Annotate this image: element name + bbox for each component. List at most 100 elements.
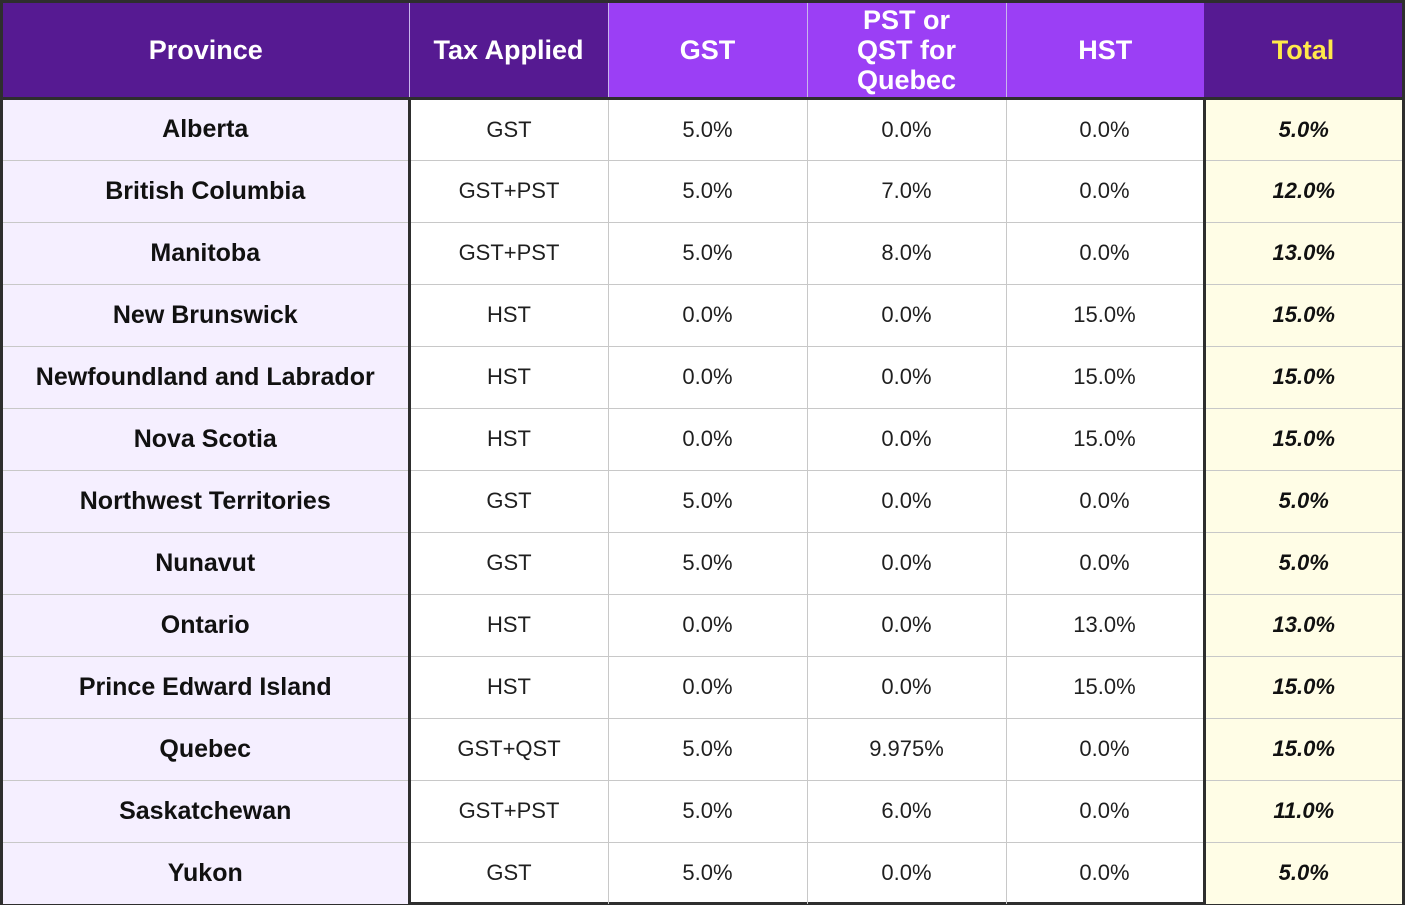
header-row: Province Tax Applied GST PST or QST for Que… (3, 3, 1402, 98)
cell-hst: 0.0% (1006, 532, 1204, 595)
cell-tax-applied: GST (409, 842, 609, 904)
cell-tax-applied: HST (409, 284, 609, 347)
cell-pst-qst: 0.0% (807, 346, 1007, 409)
cell-gst: 5.0% (608, 160, 808, 223)
cell-pst-qst: 0.0% (807, 98, 1007, 161)
cell-pst-qst: 0.0% (807, 532, 1007, 595)
cell-tax-applied: HST (409, 346, 609, 409)
cell-gst: 0.0% (608, 408, 808, 471)
cell-tax-applied: HST (409, 656, 609, 719)
cell-total: 13.0% (1202, 594, 1402, 657)
cell-pst-qst: 0.0% (807, 842, 1007, 904)
cell-total: 5.0% (1202, 98, 1402, 161)
cell-gst: 0.0% (608, 656, 808, 719)
cell-tax-applied: GST+QST (409, 718, 609, 781)
cell-province: Nunavut (3, 532, 411, 595)
table-row: Saskatchewan GST+PST 5.0% 6.0% 0.0% 11.0% (3, 780, 1402, 843)
table-row: British Columbia GST+PST 5.0% 7.0% 0.0% 12.0% (3, 160, 1402, 223)
cell-tax-applied: GST+PST (409, 780, 609, 843)
cell-province: Saskatchewan (3, 780, 411, 843)
cell-gst: 0.0% (608, 346, 808, 409)
table-body: Alberta GST 5.0% 0.0% 0.0% 5.0% British Columb… (3, 98, 1402, 904)
cell-total: 15.0% (1202, 718, 1402, 781)
table-row: Prince Edward Island HST 0.0% 0.0% 15.0% 15.0… (3, 656, 1402, 719)
cell-tax-applied: HST (409, 408, 609, 471)
cell-province: New Brunswick (3, 284, 411, 347)
table-row: Yukon GST 5.0% 0.0% 0.0% 5.0% (3, 842, 1402, 904)
cell-hst: 13.0% (1006, 594, 1204, 657)
header-total: Total (1204, 3, 1402, 98)
cell-hst: 0.0% (1006, 780, 1204, 843)
cell-total: 15.0% (1202, 408, 1402, 471)
cell-hst: 15.0% (1006, 656, 1204, 719)
header-hst: HST (1006, 3, 1204, 98)
cell-pst-qst: 0.0% (807, 470, 1007, 533)
cell-hst: 15.0% (1006, 284, 1204, 347)
cell-total: 15.0% (1202, 656, 1402, 719)
cell-total: 15.0% (1202, 346, 1402, 409)
cell-total: 5.0% (1202, 842, 1402, 904)
cell-total: 15.0% (1202, 284, 1402, 347)
cell-hst: 15.0% (1006, 408, 1204, 471)
cell-province: Newfoundland and Labrador (3, 346, 411, 409)
sales-tax-table: Province Tax Applied GST PST or QST for Que… (3, 3, 1402, 904)
cell-pst-qst: 9.975% (807, 718, 1007, 781)
cell-gst: 0.0% (608, 594, 808, 657)
table-row: Alberta GST 5.0% 0.0% 0.0% 5.0% (3, 98, 1402, 161)
cell-gst: 5.0% (608, 222, 808, 285)
cell-gst: 5.0% (608, 470, 808, 533)
cell-gst: 0.0% (608, 284, 808, 347)
table-row: Nova Scotia HST 0.0% 0.0% 15.0% 15.0% (3, 408, 1402, 471)
cell-tax-applied: GST+PST (409, 222, 609, 285)
cell-hst: 0.0% (1006, 470, 1204, 533)
cell-hst: 0.0% (1006, 718, 1204, 781)
table-row: New Brunswick HST 0.0% 0.0% 15.0% 15.0% (3, 284, 1402, 347)
header-pst-qst: PST or QST for Quebec (807, 3, 1007, 98)
cell-hst: 0.0% (1006, 98, 1204, 161)
cell-total: 13.0% (1202, 222, 1402, 285)
table-row: Manitoba GST+PST 5.0% 8.0% 0.0% 13.0% (3, 222, 1402, 285)
table-row: Ontario HST 0.0% 0.0% 13.0% 13.0% (3, 594, 1402, 657)
cell-hst: 15.0% (1006, 346, 1204, 409)
header-province: Province (3, 3, 410, 98)
header-tax-applied: Tax Applied (409, 3, 609, 98)
cell-pst-qst: 6.0% (807, 780, 1007, 843)
table-row: Newfoundland and Labrador HST 0.0% 0.0% 15.0… (3, 346, 1402, 409)
cell-province: Manitoba (3, 222, 411, 285)
cell-province: Yukon (3, 842, 411, 904)
cell-province: Ontario (3, 594, 411, 657)
cell-total: 5.0% (1202, 470, 1402, 533)
cell-hst: 0.0% (1006, 222, 1204, 285)
cell-pst-qst: 0.0% (807, 408, 1007, 471)
cell-province: Nova Scotia (3, 408, 411, 471)
cell-gst: 5.0% (608, 842, 808, 904)
cell-gst: 5.0% (608, 532, 808, 595)
cell-total: 12.0% (1202, 160, 1402, 223)
cell-gst: 5.0% (608, 98, 808, 161)
cell-pst-qst: 8.0% (807, 222, 1007, 285)
cell-hst: 0.0% (1006, 160, 1204, 223)
cell-total: 5.0% (1202, 532, 1402, 595)
cell-province: Quebec (3, 718, 411, 781)
cell-gst: 5.0% (608, 780, 808, 843)
table-header: Province Tax Applied GST PST or QST for Que… (3, 3, 1402, 98)
cell-pst-qst: 0.0% (807, 284, 1007, 347)
cell-province: Prince Edward Island (3, 656, 411, 719)
table-row: Quebec GST+QST 5.0% 9.975% 0.0% 15.0% (3, 718, 1402, 781)
cell-tax-applied: GST (409, 532, 609, 595)
cell-province: British Columbia (3, 160, 411, 223)
table-row: Northwest Territories GST 5.0% 0.0% 0.0% 5.0% (3, 470, 1402, 533)
header-gst: GST (608, 3, 808, 98)
cell-pst-qst: 7.0% (807, 160, 1007, 223)
cell-pst-qst: 0.0% (807, 656, 1007, 719)
cell-tax-applied: GST+PST (409, 160, 609, 223)
cell-gst: 5.0% (608, 718, 808, 781)
cell-total: 11.0% (1202, 780, 1402, 843)
cell-tax-applied: GST (409, 470, 609, 533)
cell-pst-qst: 0.0% (807, 594, 1007, 657)
cell-province: Alberta (3, 98, 411, 161)
cell-hst: 0.0% (1079, 860, 1130, 886)
table-row: Nunavut GST 5.0% 0.0% 0.0% 5.0% (3, 532, 1402, 595)
cell-tax-applied: HST (409, 594, 609, 657)
